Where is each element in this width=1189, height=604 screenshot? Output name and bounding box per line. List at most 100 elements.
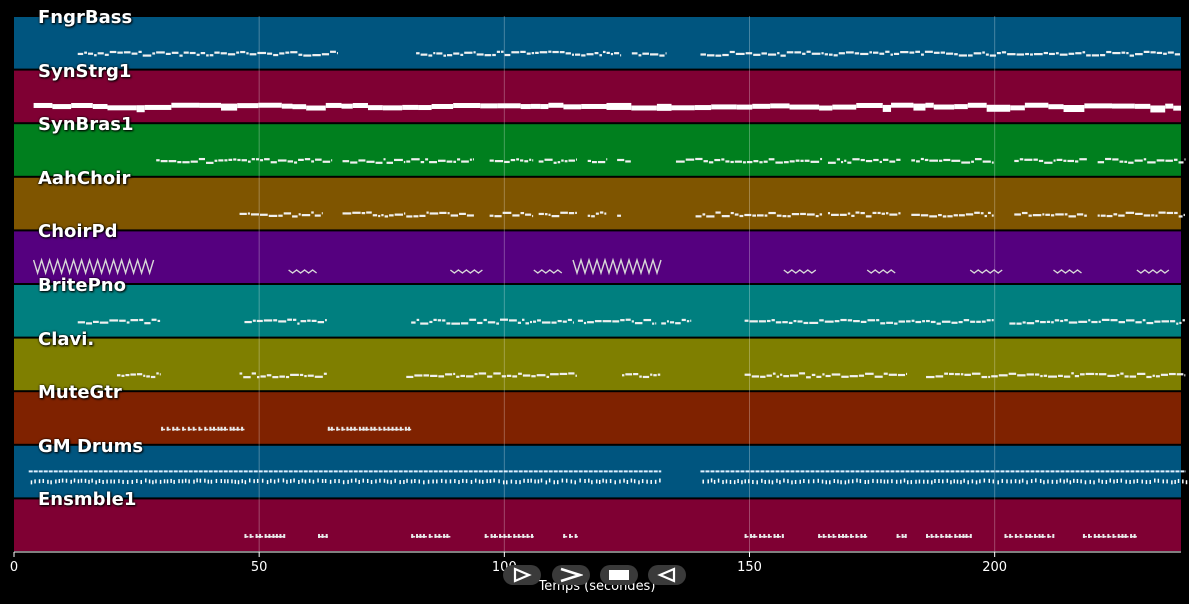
hit [470, 479, 473, 484]
hit [204, 478, 206, 483]
hit [98, 478, 101, 483]
note [622, 374, 625, 377]
hit [83, 470, 88, 473]
hit [1076, 478, 1079, 483]
note [447, 54, 453, 57]
hit [126, 480, 129, 485]
hit [233, 470, 238, 473]
hit [220, 479, 223, 484]
play-button[interactable] [503, 565, 541, 585]
note [493, 535, 498, 538]
note [437, 159, 446, 162]
note [250, 213, 259, 216]
note [97, 52, 104, 55]
note [1068, 215, 1076, 218]
hit [343, 470, 348, 473]
note [350, 161, 358, 164]
hit [623, 470, 628, 473]
note [525, 322, 530, 325]
hit [323, 470, 328, 473]
note [1032, 214, 1042, 217]
hit [780, 470, 785, 473]
note [386, 161, 393, 164]
note [1091, 54, 1100, 57]
play-icon [513, 567, 532, 583]
hit [880, 479, 882, 484]
rewind-icon [657, 567, 676, 583]
note [656, 103, 672, 111]
hit [394, 478, 396, 483]
note [336, 52, 338, 55]
hit [935, 470, 940, 473]
note [244, 535, 249, 538]
hit [155, 479, 157, 484]
stop-button[interactable] [600, 565, 638, 585]
note [904, 535, 907, 538]
hit [926, 479, 929, 484]
note [591, 215, 595, 218]
hit [895, 470, 900, 473]
note [1151, 214, 1155, 217]
note [1168, 372, 1176, 376]
note [721, 158, 725, 161]
note [461, 160, 469, 163]
hit [628, 470, 633, 473]
hit [900, 470, 905, 473]
note [891, 102, 914, 108]
note [753, 160, 759, 163]
note [518, 372, 522, 375]
hit [458, 470, 463, 473]
note [742, 161, 746, 164]
hit [282, 478, 285, 483]
hit [518, 470, 523, 473]
note-pattern [1136, 269, 1170, 274]
note [383, 428, 388, 431]
note [350, 428, 355, 431]
track-band [14, 285, 1181, 337]
note [490, 535, 495, 538]
note [92, 320, 99, 324]
note [695, 157, 703, 161]
note [744, 373, 751, 376]
note [241, 428, 245, 431]
note [259, 213, 268, 216]
note [1082, 535, 1087, 538]
note [430, 374, 438, 377]
hit [737, 479, 739, 484]
note [516, 158, 520, 161]
note [896, 158, 901, 161]
note [1174, 53, 1180, 56]
note [841, 160, 844, 164]
hit [133, 470, 138, 473]
note [722, 53, 729, 57]
hit [1115, 470, 1120, 473]
note [402, 104, 419, 110]
note [198, 428, 203, 431]
note [1040, 374, 1043, 378]
note [298, 53, 303, 56]
note [403, 212, 406, 215]
note [804, 159, 810, 162]
note [259, 535, 264, 538]
hit [38, 470, 43, 473]
note [1178, 215, 1183, 218]
hit [80, 478, 83, 483]
hit [659, 478, 661, 483]
hit [184, 478, 187, 483]
note [395, 428, 400, 431]
hit [428, 470, 433, 473]
forward-button[interactable] [552, 565, 590, 585]
note [568, 159, 575, 162]
note [802, 52, 806, 55]
note [406, 215, 413, 218]
hit [720, 470, 725, 473]
note [574, 535, 578, 538]
track-band [14, 231, 1181, 283]
hit [1174, 479, 1176, 484]
hit [73, 470, 78, 473]
note [706, 215, 715, 218]
note [1135, 53, 1143, 56]
rewind-button[interactable] [648, 565, 686, 585]
note [487, 375, 493, 378]
note [595, 212, 599, 215]
